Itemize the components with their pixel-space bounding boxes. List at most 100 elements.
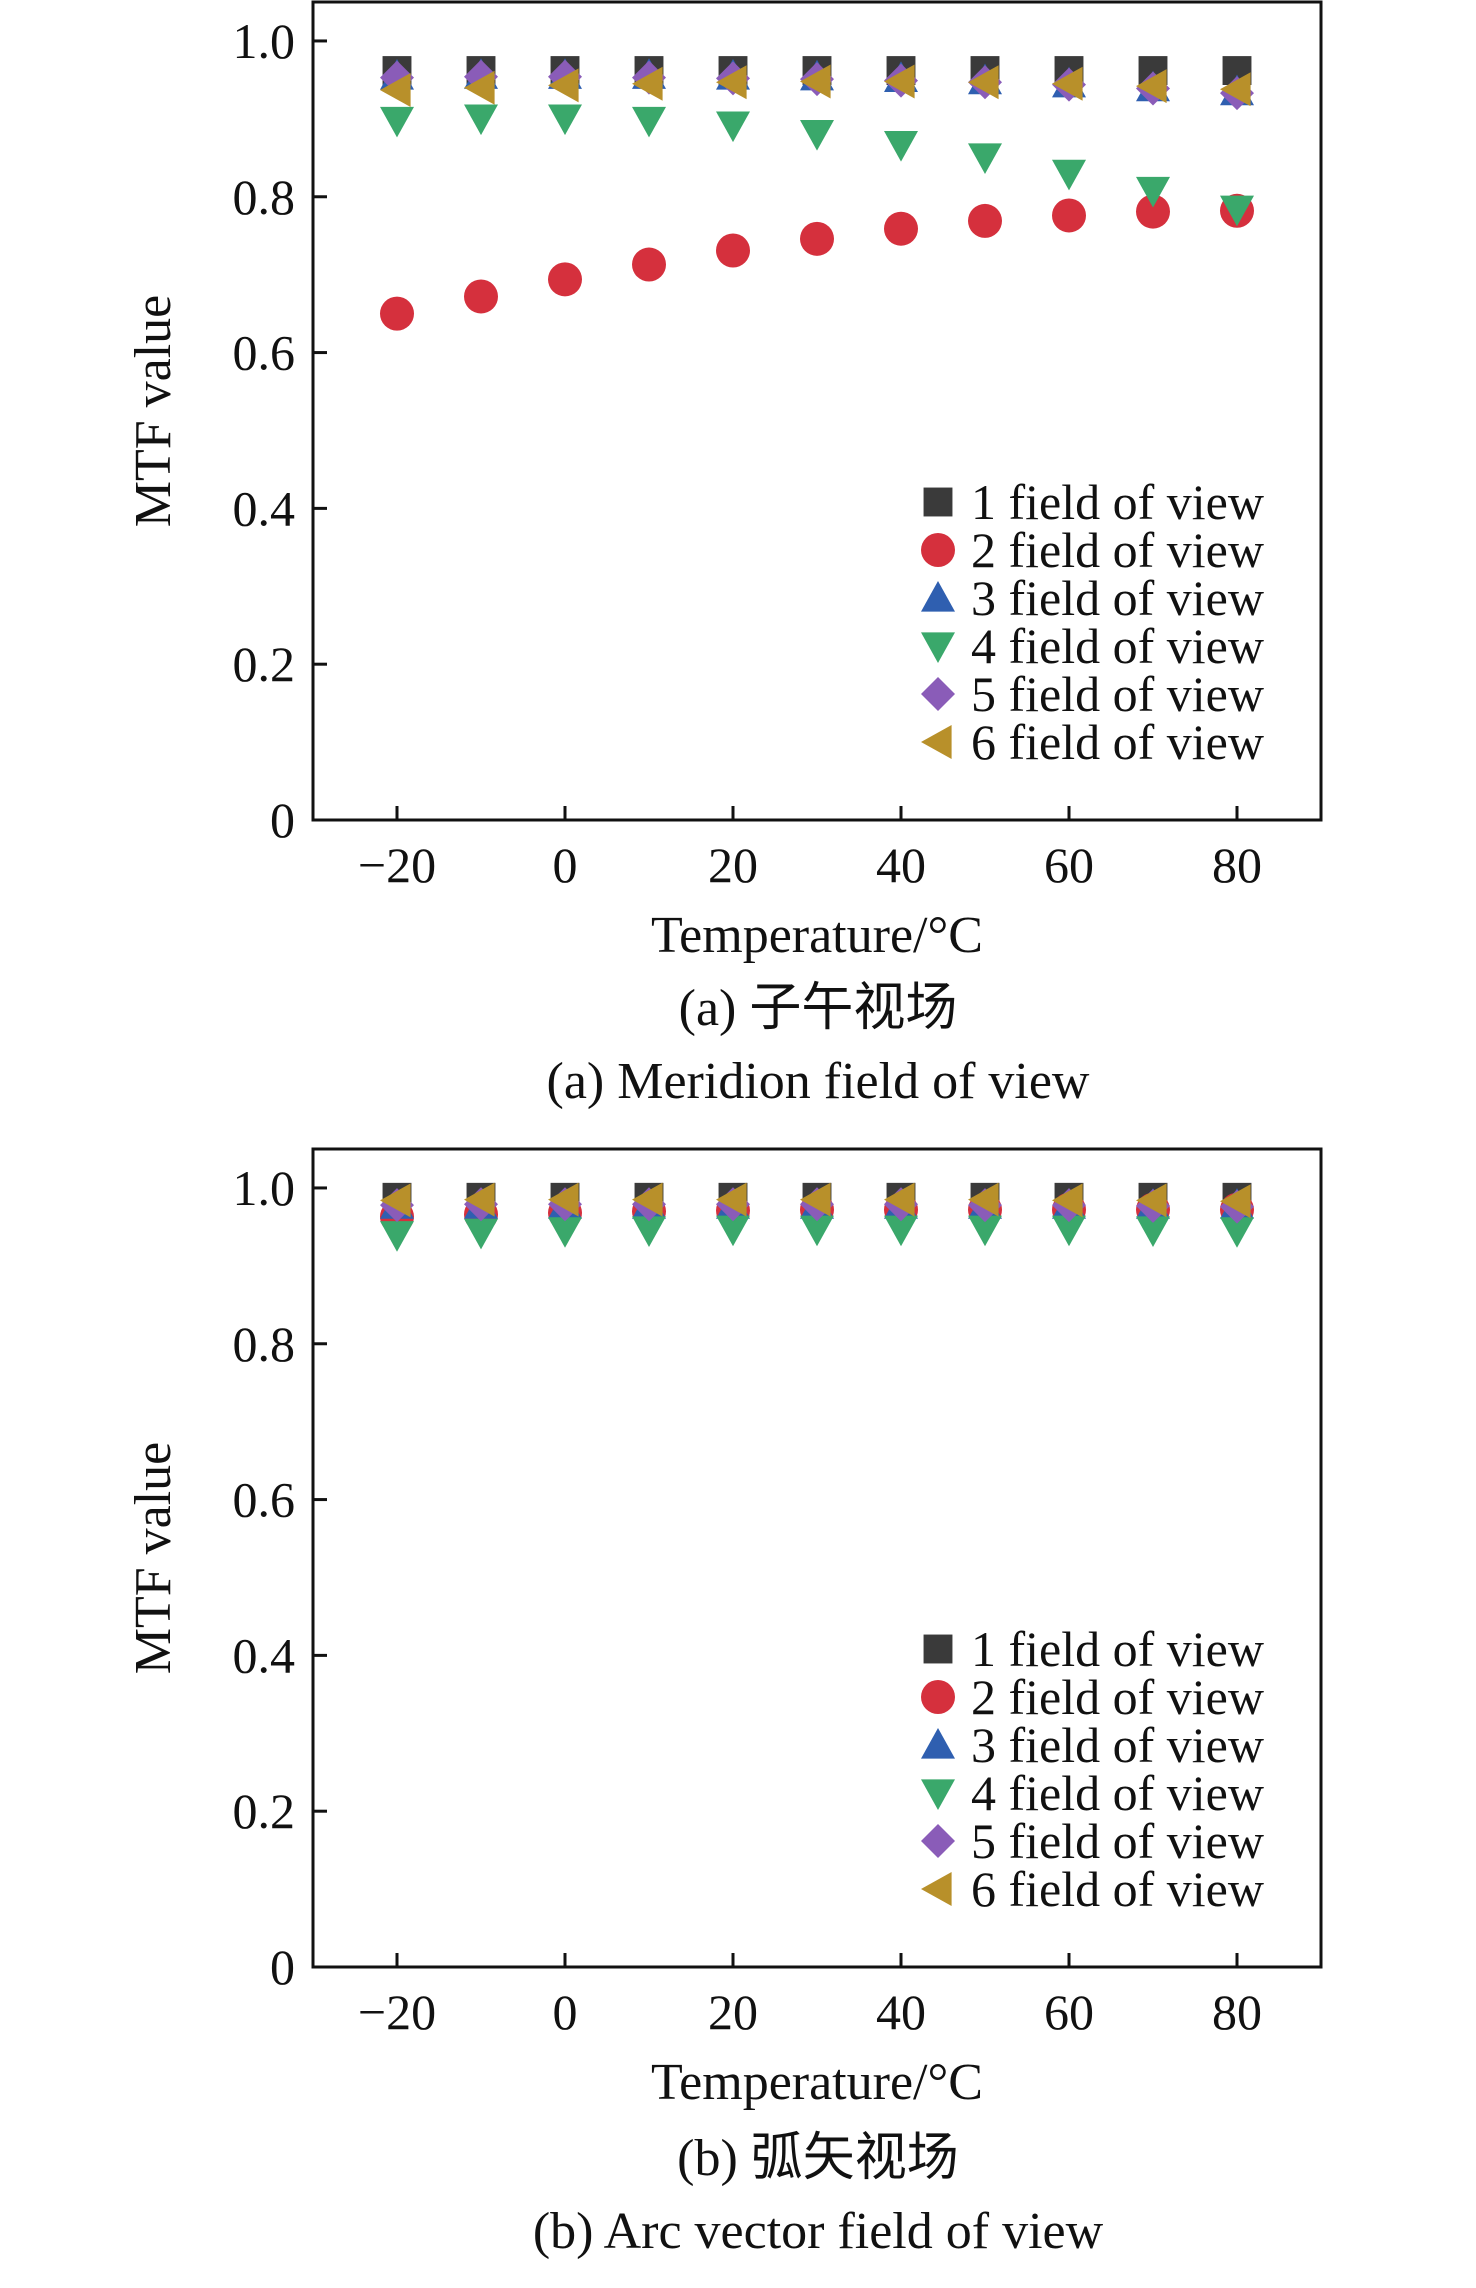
x-tick-label: 60 (1044, 1984, 1094, 2040)
data-point (380, 73, 411, 108)
x-tick-label: 20 (708, 1984, 758, 2040)
data-point (1136, 1216, 1170, 1248)
data-point (464, 1182, 495, 1217)
data-point (884, 1215, 918, 1247)
y-tick-label: 0.6 (233, 1472, 296, 1528)
data-point (548, 1182, 579, 1217)
y-tick-label: 1.0 (233, 13, 296, 69)
data-point (632, 106, 666, 138)
legend-label: 4 field of view (971, 618, 1264, 674)
y-tick-label: 0.2 (233, 1783, 296, 1839)
data-point (968, 1182, 999, 1217)
x-tick-label: 40 (876, 1984, 926, 2040)
series-4 (380, 1215, 1254, 1252)
y-axis-title: MTF value (125, 295, 182, 528)
y-tick-label: 0 (270, 1939, 295, 1995)
data-point (1136, 176, 1170, 208)
data-point (1052, 198, 1086, 233)
data-point (968, 143, 1002, 175)
data-point (632, 66, 663, 101)
x-tick-label: 40 (876, 837, 926, 893)
legend-label: 6 field of view (971, 1861, 1264, 1917)
panel-a: −20 0 20 40 60 80 0 0.2 0.4 0.6 0.8 1.0 Temperature/… (125, 0, 1323, 1110)
series-2 (380, 193, 1254, 331)
x-tick-label: −20 (358, 1984, 436, 2040)
y-tick-label: 0.2 (233, 636, 296, 692)
data-point (1220, 1217, 1254, 1248)
legend-marker (921, 533, 955, 567)
legend-marker (921, 1872, 952, 1906)
data-point (1136, 194, 1170, 229)
legend-marker (921, 1824, 955, 1858)
data-point (968, 65, 999, 100)
data-point (464, 70, 495, 105)
y-tick-label: 0.4 (233, 480, 296, 536)
legend-marker (921, 677, 955, 711)
legend-label: 2 field of view (971, 522, 1264, 578)
data-point (1052, 1215, 1086, 1247)
data-point (1052, 66, 1083, 101)
legend-marker (923, 487, 953, 517)
caption-en-a: (a) Meridion field of view (547, 1053, 1090, 1110)
plot-frame (311, 0, 1323, 822)
y-tick-label: 0 (270, 792, 295, 848)
y-tick-label: 0.8 (233, 1316, 296, 1372)
data-point (380, 1221, 414, 1252)
data-point (800, 1215, 834, 1247)
legend-label: 1 field of view (971, 1621, 1264, 1677)
data-point (1220, 72, 1251, 107)
y-axis-title: MTF value (125, 1442, 182, 1675)
data-point (632, 1182, 663, 1217)
data-point (716, 1182, 747, 1217)
x-tick-label: 0 (553, 1984, 578, 2040)
data-point (800, 64, 831, 99)
x-tick-label: 60 (1044, 837, 1094, 893)
x-tick-label: 80 (1212, 1984, 1262, 2040)
panel-b-chart: −20 0 20 40 60 80 0 0.2 0.4 0.6 0.8 1.0 Temperature/… (125, 1147, 1323, 2111)
x-axis-title: Temperature/°C (651, 2054, 983, 2111)
legend-label: 5 field of view (971, 666, 1264, 722)
plot-frame (311, 1147, 1323, 1969)
series-4 (380, 104, 1254, 227)
caption-en-b: (b) Arc vector field of view (533, 2203, 1104, 2260)
legend-label: 6 field of view (971, 714, 1264, 770)
x-tick-label: 80 (1212, 837, 1262, 893)
data-point (1052, 159, 1086, 191)
legend-marker (921, 725, 952, 759)
legend-label: 3 field of view (971, 570, 1264, 626)
data-point (380, 106, 414, 138)
data-point (632, 1216, 666, 1248)
legend-label: 3 field of view (971, 1717, 1264, 1773)
data-point (1052, 1183, 1083, 1218)
data-point (800, 120, 834, 151)
data-point (464, 104, 498, 136)
legend-label: 2 field of view (971, 1669, 1264, 1725)
data-point (884, 1182, 915, 1217)
panel-b: −20 0 20 40 60 80 0 0.2 0.4 0.6 0.8 1.0 Temperature/… (125, 1147, 1323, 2260)
x-tick-label: 20 (708, 837, 758, 893)
data-point (884, 64, 915, 99)
legend-marker (921, 1728, 955, 1759)
y-tick-label: 0.6 (233, 325, 296, 381)
legend-label: 5 field of view (971, 1813, 1264, 1869)
legend-marker (921, 632, 955, 663)
data-point (968, 1215, 1002, 1247)
legend-marker (923, 1634, 953, 1664)
legend-label: 1 field of view (971, 474, 1264, 530)
data-point (464, 279, 498, 314)
data-point (548, 1217, 582, 1248)
data-point (548, 68, 579, 103)
y-tick-label: 0.4 (233, 1627, 296, 1683)
y-tick-label: 0.8 (233, 169, 296, 225)
series-6 (380, 1182, 1251, 1219)
data-point (1220, 1184, 1251, 1219)
legend-marker (921, 581, 955, 612)
legend-label: 4 field of view (971, 1765, 1264, 1821)
data-point (884, 130, 918, 162)
series-6 (380, 64, 1251, 108)
data-point (1136, 69, 1167, 104)
data-point (632, 247, 666, 282)
data-point (1136, 1183, 1167, 1218)
